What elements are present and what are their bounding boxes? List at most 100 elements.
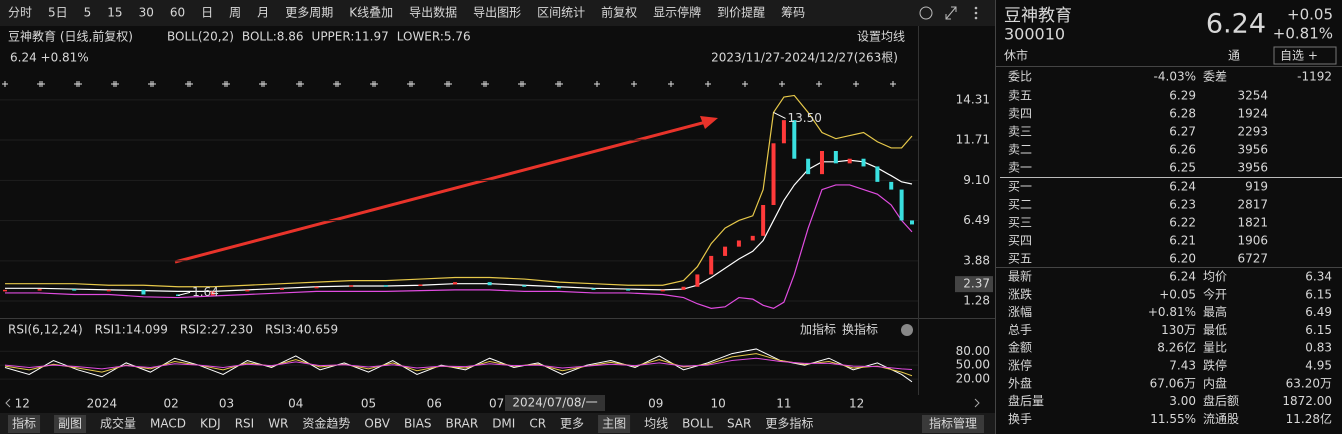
- field-value: 11.28亿: [1286, 411, 1332, 426]
- tab-box: [8, 415, 41, 433]
- event-marker: [407, 81, 413, 87]
- toolbar-item[interactable]: 15: [107, 6, 122, 20]
- arrow-head: [700, 116, 718, 129]
- tong[interactable]: 通: [1228, 49, 1240, 63]
- field-label: 卖四: [1008, 107, 1032, 121]
- x-tick-label: 09: [648, 397, 663, 411]
- field-value: 6.21: [1169, 234, 1196, 248]
- candle: [833, 151, 838, 164]
- rsi-button[interactable]: 加指标: [800, 322, 836, 337]
- y-tick-label: 11.71: [956, 133, 990, 147]
- setting[interactable]: 设置均线: [857, 30, 905, 44]
- event-marker: [705, 81, 711, 87]
- stock-name: 豆神教育: [1004, 6, 1072, 26]
- event-marker: [148, 81, 154, 87]
- candle: [695, 274, 700, 287]
- field-value: -4.03%: [1154, 70, 1196, 84]
- tab[interactable]: DMI: [492, 417, 515, 431]
- tab[interactable]: 成交量: [100, 416, 136, 431]
- field-value: -1192: [1297, 70, 1332, 84]
- field-label: 卖一: [1008, 161, 1032, 175]
- x-tick-label: 12: [849, 397, 864, 411]
- tab[interactable]: WR: [268, 417, 288, 431]
- tab[interactable]: BRAR: [446, 417, 479, 431]
- tab[interactable]: SAR: [727, 417, 751, 431]
- tab[interactable]: CR: [529, 417, 546, 431]
- annotation-pointer: [177, 291, 191, 296]
- collapse-icon[interactable]: [919, 6, 933, 20]
- candle: [847, 158, 852, 164]
- field-value: 6.15: [1305, 287, 1332, 301]
- field-value: 6.27: [1169, 125, 1196, 139]
- toolbar-item[interactable]: 到价提醒: [717, 5, 765, 20]
- scroll-left[interactable]: [5, 398, 11, 408]
- toolbar-item[interactable]: 导出图形: [473, 6, 521, 20]
- toolbar-item[interactable]: 区间统计: [537, 6, 585, 20]
- field-value: 6.24: [1169, 270, 1196, 284]
- tab[interactable]: 更多: [560, 417, 584, 431]
- toolbar-item[interactable]: 导出数据: [409, 5, 457, 20]
- boll-lower: [5, 184, 913, 310]
- field-label: 量比: [1203, 341, 1227, 355]
- expand-icon[interactable]: [945, 6, 957, 20]
- tab[interactable]: 副图: [58, 417, 82, 431]
- event-marker: [518, 81, 524, 87]
- toolbar-item[interactable]: 更多周期: [285, 6, 333, 20]
- watch-box[interactable]: [1273, 46, 1337, 65]
- field-value: 1906: [1237, 234, 1268, 248]
- tab[interactable]: 均线: [644, 417, 668, 431]
- tab[interactable]: 主图: [602, 417, 626, 431]
- toolbar-item[interactable]: 前复权: [601, 5, 637, 20]
- toolbar-item[interactable]: 5日: [48, 6, 68, 20]
- toolbar-item[interactable]: K线叠加: [349, 6, 393, 20]
- watch[interactable]: 自选 +: [1280, 49, 1318, 63]
- tab[interactable]: BOLL: [682, 417, 713, 431]
- toolbar-item[interactable]: 分时: [8, 6, 32, 20]
- rsi-close[interactable]: [901, 324, 913, 336]
- candle: [591, 288, 596, 290]
- status: 休市: [1004, 48, 1028, 63]
- tab[interactable]: 更多指标: [765, 416, 813, 431]
- toolbar-item[interactable]: 周: [229, 6, 241, 20]
- x-tick-label: 2024: [87, 397, 118, 411]
- rsi-button[interactable]: 换指标: [842, 322, 878, 337]
- x-tick-label: 04: [288, 397, 303, 411]
- toolbar-item[interactable]: 日: [201, 6, 213, 20]
- field-value: 6.20: [1169, 252, 1196, 266]
- field-label: 盘后额: [1203, 393, 1239, 408]
- manage[interactable]: 指标管理: [929, 416, 977, 431]
- event-marker: [370, 81, 376, 87]
- toolbar-item[interactable]: 60: [170, 6, 185, 20]
- tab[interactable]: 资金趋势: [302, 416, 350, 431]
- toolbar-item[interactable]: 月: [257, 6, 269, 20]
- tab[interactable]: RSI: [235, 417, 255, 431]
- toolbar-item[interactable]: 筹码: [781, 6, 805, 20]
- tab[interactable]: MACD: [150, 417, 186, 431]
- toolbar-item[interactable]: 30: [139, 6, 154, 20]
- tab[interactable]: 指标: [12, 416, 36, 431]
- field-label: 内盘: [1203, 375, 1227, 390]
- candle: [37, 289, 42, 291]
- tab[interactable]: OBV: [364, 417, 390, 431]
- candle: [761, 205, 766, 236]
- x-tick-label: 05: [361, 397, 376, 411]
- candle: [750, 235, 755, 241]
- menu-icon[interactable]: [974, 6, 978, 20]
- pct: +0.81%: [1273, 25, 1333, 43]
- event-marker: [111, 81, 117, 87]
- field-value: 6.24: [1169, 180, 1196, 194]
- rsi-line: [4, 357, 913, 371]
- toolbar-item[interactable]: 显示停牌: [653, 5, 701, 20]
- field-label: 均价: [1203, 270, 1227, 284]
- field-label: 跌停: [1203, 358, 1227, 373]
- manage-box[interactable]: [922, 415, 984, 433]
- tab[interactable]: KDJ: [200, 417, 221, 431]
- tab[interactable]: BIAS: [404, 417, 432, 431]
- field-label: 委差: [1203, 70, 1227, 84]
- event-marker: [222, 81, 228, 87]
- toolbar-item[interactable]: 5: [84, 6, 92, 20]
- tabbar-bg: [0, 413, 995, 434]
- scroll-right[interactable]: [974, 398, 980, 408]
- candle: [736, 240, 741, 247]
- field-label: 总手: [1008, 323, 1032, 337]
